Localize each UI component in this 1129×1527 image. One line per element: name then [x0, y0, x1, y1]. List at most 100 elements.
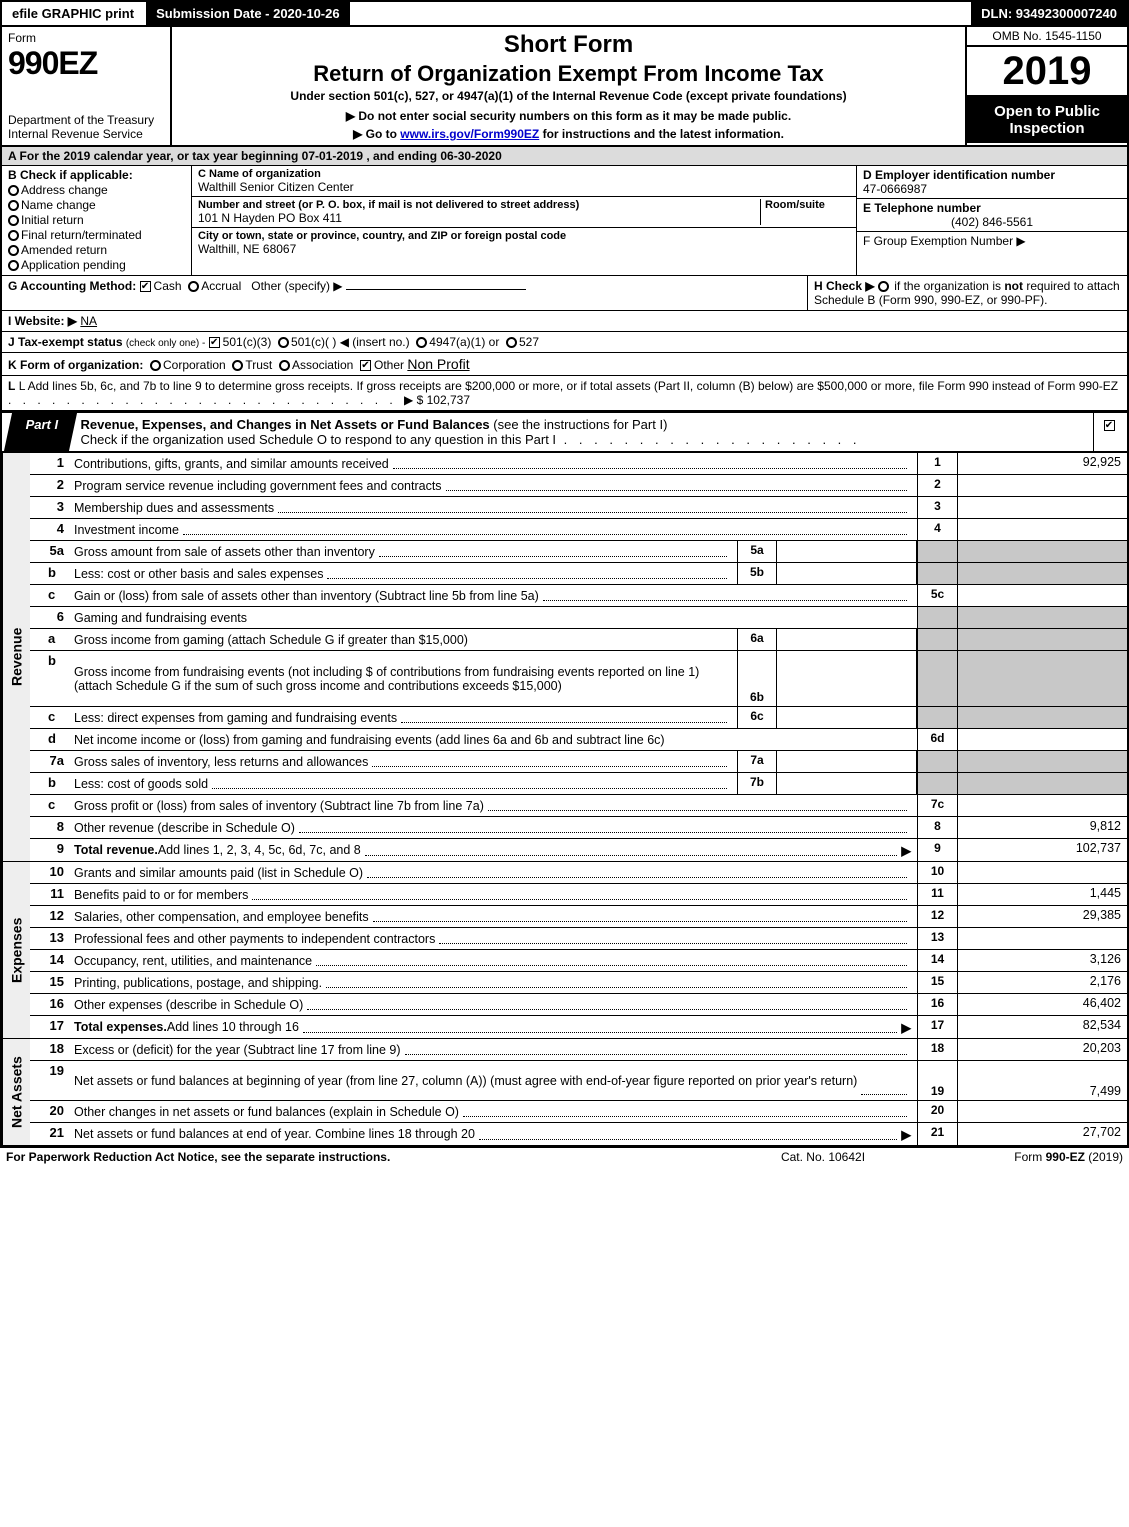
- header-center: Short Form Return of Organization Exempt…: [172, 27, 967, 145]
- chk-final-return[interactable]: Final return/terminated: [8, 228, 185, 242]
- org-name-label: C Name of organization: [198, 168, 850, 180]
- i-label: I Website: ▶: [8, 314, 77, 328]
- ein-value: 47-0666987: [863, 182, 1121, 196]
- header-right: OMB No. 1545-1150 2019 Open to Public In…: [967, 27, 1127, 145]
- line-15-amount: 2,176: [957, 972, 1127, 993]
- website-value: NA: [80, 314, 97, 328]
- chk-cash[interactable]: [140, 281, 151, 292]
- paperwork-notice: For Paperwork Reduction Act Notice, see …: [6, 1150, 723, 1164]
- line-8-desc: Other revenue (describe in Schedule O): [74, 821, 295, 835]
- phone-label: E Telephone number: [863, 201, 1121, 215]
- line-16-desc: Other expenses (describe in Schedule O): [74, 998, 303, 1012]
- tax-year: 2019: [967, 47, 1127, 97]
- line-17-desc: Add lines 10 through 16: [167, 1020, 299, 1034]
- part1-tab: Part I: [4, 413, 77, 451]
- line-10-desc: Grants and similar amounts paid (list in…: [74, 866, 363, 880]
- line-6a-desc: Gross income from gaming (attach Schedul…: [74, 633, 468, 647]
- g-other-input[interactable]: [346, 289, 526, 290]
- entity-grid: B Check if applicable: Address change Na…: [2, 166, 1127, 275]
- top-bar: efile GRAPHIC print Submission Date - 20…: [0, 0, 1129, 27]
- city-label: City or town, state or province, country…: [198, 230, 850, 242]
- line-5c-desc: Gain or (loss) from sale of assets other…: [74, 589, 539, 603]
- line-5a-desc: Gross amount from sale of assets other t…: [74, 545, 375, 559]
- line-1-desc: Contributions, gifts, grants, and simila…: [74, 457, 389, 471]
- open-inspection: Open to Public Inspection: [967, 97, 1127, 143]
- chk-other-org[interactable]: [360, 360, 371, 371]
- return-title: Return of Organization Exempt From Incom…: [180, 61, 957, 87]
- link-post: for instructions and the latest informat…: [539, 127, 784, 141]
- line-8-amount: 9,812: [957, 817, 1127, 838]
- line-6b-desc: Gross income from fundraising events (no…: [74, 665, 731, 693]
- other-org-value: Non Profit: [407, 356, 469, 372]
- omb-number: OMB No. 1545-1150: [967, 27, 1127, 47]
- section-label-expenses: Expenses: [2, 862, 30, 1038]
- g-other: Other (specify) ▶: [251, 279, 342, 293]
- col-c-name-address: C Name of organization Walthill Senior C…: [192, 166, 857, 275]
- part1-title: Revenue, Expenses, and Changes in Net As…: [73, 413, 1093, 451]
- line-5b-desc: Less: cost or other basis and sales expe…: [74, 567, 323, 581]
- col-d-ids: D Employer identification number 47-0666…: [857, 166, 1127, 275]
- chk-501c3[interactable]: [209, 337, 220, 348]
- line-19-amount: 7,499: [957, 1061, 1127, 1100]
- header-left: Form 990EZ Department of the Treasury In…: [2, 27, 172, 145]
- line-7b-desc: Less: cost of goods sold: [74, 777, 208, 791]
- group-exemption-label: F Group Exemption Number ▶: [863, 234, 1121, 248]
- line-6-desc: Gaming and fundraising events: [74, 611, 247, 625]
- line-21-amount: 27,702: [957, 1123, 1127, 1145]
- line-6c-desc: Less: direct expenses from gaming and fu…: [74, 711, 397, 725]
- page-footer: For Paperwork Reduction Act Notice, see …: [0, 1147, 1129, 1166]
- dln-label: DLN: 93492300007240: [971, 2, 1127, 25]
- line-17-amount: 82,534: [957, 1016, 1127, 1038]
- street-label: Number and street (or P. O. box, if mail…: [198, 199, 760, 211]
- ein-label: D Employer identification number: [863, 168, 1121, 182]
- line-9-amount: 102,737: [957, 839, 1127, 861]
- line-9-desc: Add lines 1, 2, 3, 4, 5c, 6d, 7c, and 8: [158, 843, 361, 857]
- form-word: Form: [8, 31, 164, 45]
- chk-h[interactable]: [878, 281, 889, 292]
- line-7c-desc: Gross profit or (loss) from sales of inv…: [74, 799, 484, 813]
- submission-date-button[interactable]: Submission Date - 2020-10-26: [146, 2, 352, 25]
- line-i: I Website: ▶ NA: [2, 311, 807, 331]
- section-label-netassets: Net Assets: [2, 1039, 30, 1145]
- chk-501c[interactable]: [278, 337, 289, 348]
- ssn-note: ▶ Do not enter social security numbers o…: [180, 109, 957, 123]
- line-g: G Accounting Method: Cash Accrual Other …: [2, 276, 807, 310]
- chk-corporation[interactable]: [150, 360, 161, 371]
- chk-address-change[interactable]: Address change: [8, 183, 185, 197]
- line-12-amount: 29,385: [957, 906, 1127, 927]
- chk-4947[interactable]: [416, 337, 427, 348]
- chk-association[interactable]: [279, 360, 290, 371]
- form-version: Form 990-EZ (2019): [923, 1150, 1123, 1164]
- form-header: Form 990EZ Department of the Treasury In…: [0, 27, 1129, 147]
- chk-name-change[interactable]: Name change: [8, 198, 185, 212]
- chk-application-pending[interactable]: Application pending: [8, 258, 185, 272]
- section-label-revenue: Revenue: [2, 453, 30, 861]
- line-4-desc: Investment income: [74, 523, 179, 537]
- dept-irs: Internal Revenue Service: [8, 127, 164, 141]
- line-14-amount: 3,126: [957, 950, 1127, 971]
- efile-print-button[interactable]: efile GRAPHIC print: [2, 2, 146, 25]
- line-11-desc: Benefits paid to or for members: [74, 888, 248, 902]
- chk-527[interactable]: [506, 337, 517, 348]
- chk-accrual[interactable]: [188, 281, 199, 292]
- chk-trust[interactable]: [232, 360, 243, 371]
- line-11-amount: 1,445: [957, 884, 1127, 905]
- col-b-checkboxes: B Check if applicable: Address change Na…: [2, 166, 192, 275]
- irs-link[interactable]: www.irs.gov/Form990EZ: [400, 127, 539, 141]
- mid-block: G Accounting Method: Cash Accrual Other …: [0, 276, 1129, 353]
- line-j: J Tax-exempt status (check only one) - 5…: [2, 332, 1127, 352]
- instructions-link-row: ▶ Go to www.irs.gov/Form990EZ for instru…: [180, 127, 957, 141]
- chk-amended-return[interactable]: Amended return: [8, 243, 185, 257]
- line-21-desc: Net assets or fund balances at end of ye…: [74, 1127, 475, 1141]
- part1-schedule-o-checkbox[interactable]: [1093, 413, 1127, 451]
- form-table: Revenue 1Contributions, gifts, grants, a…: [0, 453, 1129, 1147]
- phone-value: (402) 846-5561: [863, 215, 1121, 229]
- line-20-desc: Other changes in net assets or fund bala…: [74, 1105, 459, 1119]
- entity-block: A For the 2019 calendar year, or tax yea…: [0, 147, 1129, 276]
- chk-initial-return[interactable]: Initial return: [8, 213, 185, 227]
- short-form-title: Short Form: [180, 31, 957, 59]
- line-19-desc: Net assets or fund balances at beginning…: [74, 1074, 857, 1088]
- line-2-desc: Program service revenue including govern…: [74, 479, 442, 493]
- dept-treasury: Department of the Treasury: [8, 113, 164, 127]
- street-value: 101 N Hayden PO Box 411: [198, 211, 760, 225]
